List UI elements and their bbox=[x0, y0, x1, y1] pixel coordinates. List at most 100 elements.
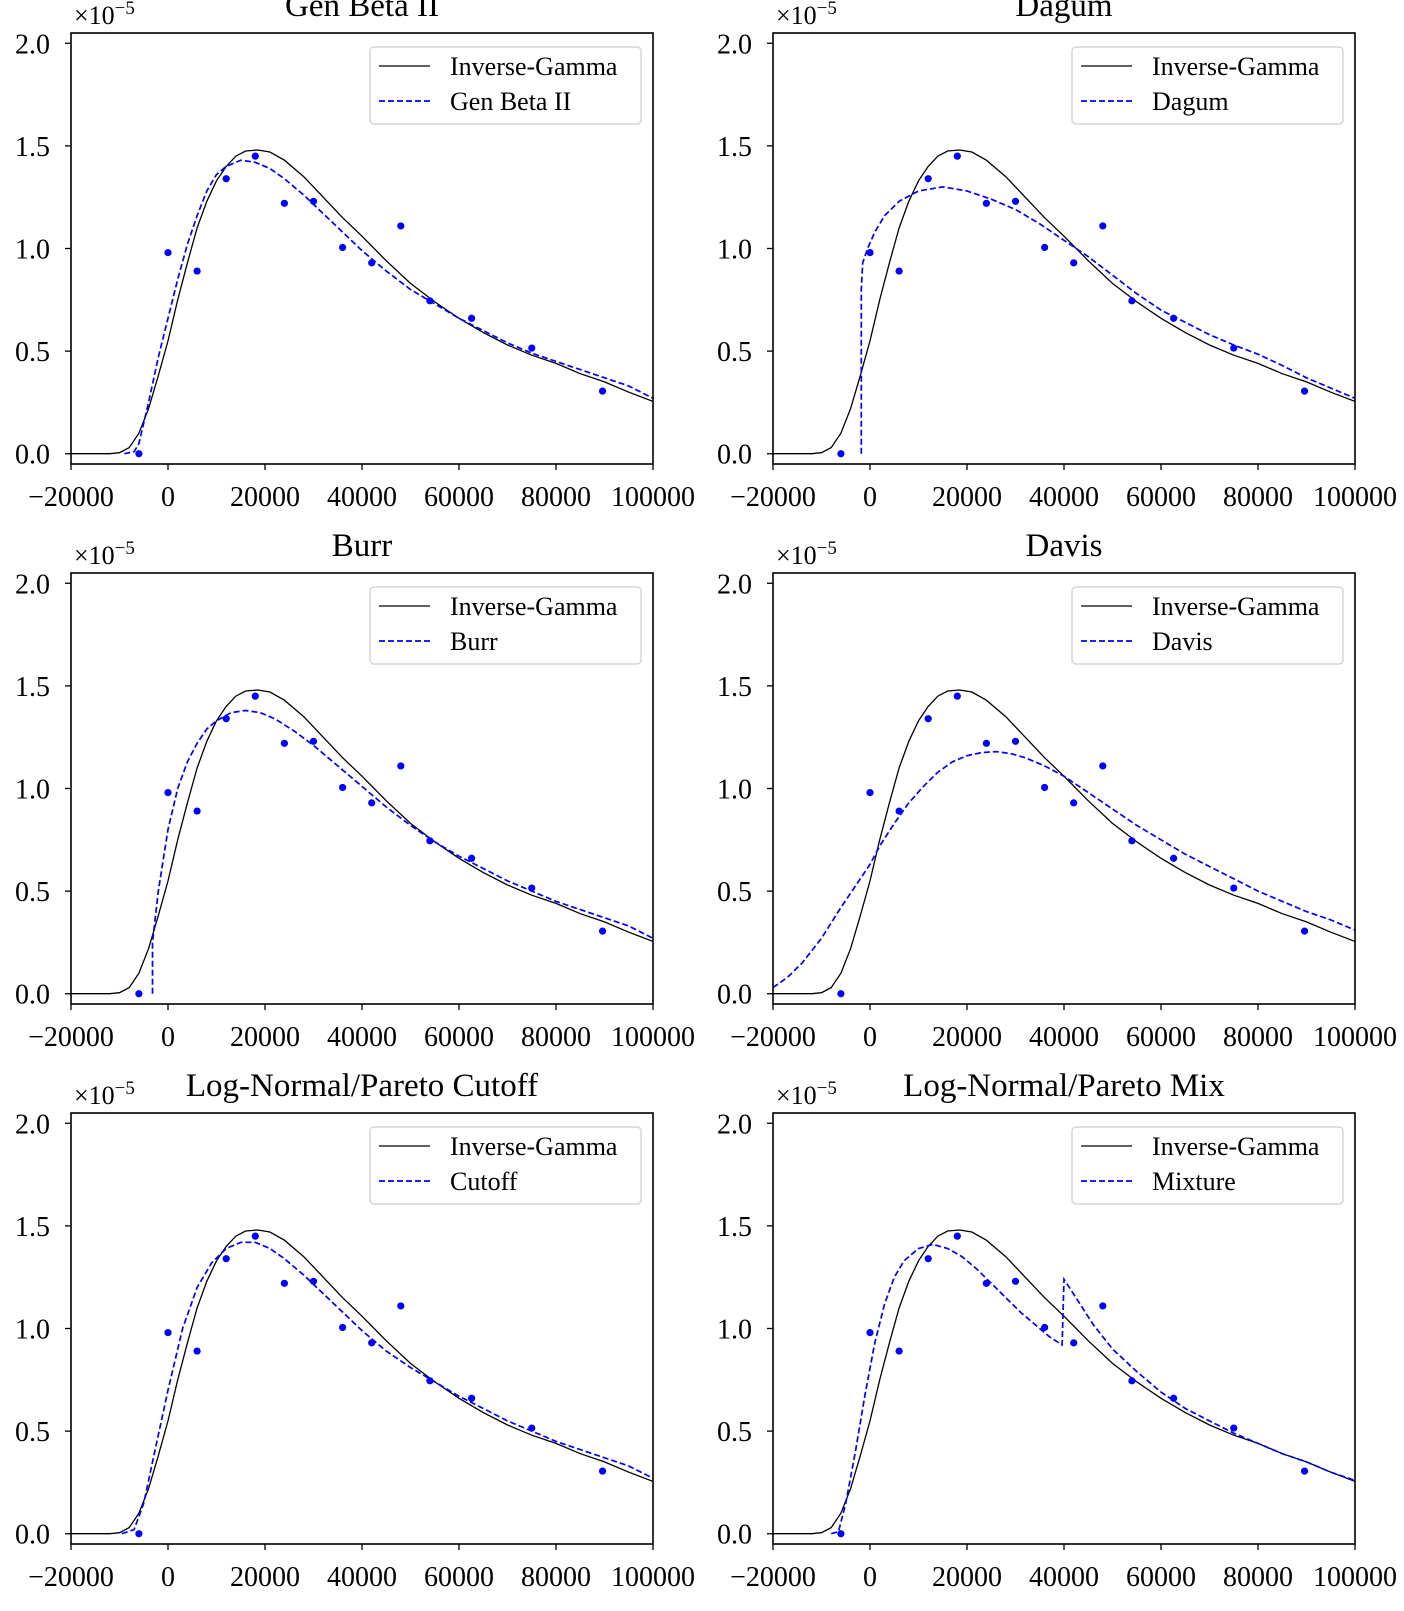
legend-label: Mixture bbox=[1152, 1167, 1236, 1196]
data-point bbox=[164, 249, 172, 257]
data-point bbox=[1041, 783, 1049, 792]
y-tick-label: 0.0 bbox=[15, 440, 50, 471]
subplot-title: Gen Beta II bbox=[285, 0, 439, 24]
inverse-gamma-line bbox=[773, 149, 1355, 455]
subplot-title: Davis bbox=[1026, 528, 1103, 564]
subplot-5: Log-Normal/Pareto Cutoff ×10−5 −20000 0 2000… bbox=[15, 1068, 695, 1593]
y-tick-label: 1.5 bbox=[15, 1212, 50, 1243]
legend: Inverse-Gamma Davis bbox=[1071, 586, 1344, 665]
legend-label: Inverse-Gamma bbox=[1152, 592, 1320, 621]
x-tick-label: 100000 bbox=[1313, 1022, 1397, 1053]
legend: Inverse-Gamma Mixture bbox=[1071, 1126, 1344, 1205]
data-point bbox=[866, 789, 874, 797]
data-point bbox=[1230, 344, 1238, 352]
data-point bbox=[953, 152, 961, 160]
legend-label: Inverse-Gamma bbox=[450, 52, 618, 81]
y-tick-label: 0.5 bbox=[717, 877, 752, 908]
plot-area bbox=[773, 689, 1355, 998]
data-point bbox=[1170, 314, 1178, 322]
data-point bbox=[164, 789, 172, 797]
data-point bbox=[135, 1530, 143, 1538]
data-point bbox=[1011, 737, 1020, 745]
data-point bbox=[528, 884, 536, 892]
data-point bbox=[426, 297, 434, 305]
x-tick-label: 100000 bbox=[611, 482, 695, 513]
legend-box bbox=[1071, 1126, 1344, 1205]
subplot-4: Davis ×10−5 −20000 0 20000 40000 60000 80000 100… bbox=[717, 528, 1397, 1053]
legend: Inverse-Gamma Gen Beta II bbox=[369, 46, 642, 125]
data-point bbox=[895, 807, 903, 815]
y-tick-label: 1.5 bbox=[15, 672, 50, 703]
data-point bbox=[280, 1279, 288, 1287]
data-point bbox=[368, 1339, 376, 1347]
x-tick-label: 0 bbox=[161, 1022, 175, 1053]
data-point bbox=[251, 1232, 259, 1240]
legend-label: Inverse-Gamma bbox=[1152, 52, 1320, 81]
x-tick-label: 40000 bbox=[1029, 482, 1099, 513]
offset-exponent: −5 bbox=[115, 538, 135, 559]
x-tick-label: 100000 bbox=[611, 1022, 695, 1053]
plot-area bbox=[773, 1229, 1355, 1538]
data-point bbox=[193, 267, 201, 275]
data-point bbox=[468, 314, 476, 322]
y-tick-label: 1.0 bbox=[717, 235, 752, 266]
data-point bbox=[1099, 1302, 1107, 1310]
data-point bbox=[1070, 259, 1078, 267]
offset-exponent: −5 bbox=[115, 1078, 135, 1099]
x-tick-label: 100000 bbox=[611, 1562, 695, 1593]
data-point bbox=[222, 175, 230, 183]
y-scale-offset: ×10−5 bbox=[74, 1078, 135, 1110]
offset-exponent: −5 bbox=[817, 0, 837, 19]
inverse-gamma-line bbox=[773, 1229, 1355, 1535]
data-point bbox=[598, 1467, 607, 1475]
plot-area bbox=[71, 689, 653, 998]
legend-box bbox=[369, 1126, 642, 1205]
fit-line bbox=[121, 1241, 653, 1535]
y-tick-label: 2.0 bbox=[717, 569, 752, 600]
data-point bbox=[1011, 197, 1020, 205]
x-tick-label: 60000 bbox=[1126, 1562, 1196, 1593]
data-point bbox=[924, 1255, 932, 1263]
data-point bbox=[251, 152, 259, 160]
axes-frame bbox=[772, 1112, 1356, 1545]
offset-base: ×10 bbox=[776, 1081, 817, 1110]
data-point bbox=[397, 762, 405, 770]
x-tick-label: 20000 bbox=[230, 482, 300, 513]
y-tick-label: 2.0 bbox=[15, 29, 50, 60]
x-tick-label: 80000 bbox=[521, 1022, 591, 1053]
y-tick-label: 1.5 bbox=[717, 132, 752, 163]
y-tick-label: 2.0 bbox=[15, 1109, 50, 1140]
data-point bbox=[1041, 1323, 1049, 1332]
x-tick-label: 20000 bbox=[230, 1562, 300, 1593]
data-point bbox=[866, 1329, 874, 1337]
data-point bbox=[1099, 222, 1107, 230]
axes-frame bbox=[772, 572, 1356, 1005]
x-tick-label: 60000 bbox=[424, 482, 494, 513]
data-point bbox=[837, 990, 845, 998]
y-tick-label: 0.5 bbox=[15, 877, 50, 908]
x-tick-label: 0 bbox=[863, 1562, 877, 1593]
x-tick-label: 20000 bbox=[230, 1022, 300, 1053]
inverse-gamma-line bbox=[71, 689, 653, 995]
axes-frame bbox=[70, 572, 654, 1005]
legend-label: Inverse-Gamma bbox=[1152, 1132, 1320, 1161]
x-tick-label: −20000 bbox=[28, 1022, 114, 1053]
y-tick-label: 1.5 bbox=[717, 672, 752, 703]
legend: Inverse-Gamma Cutoff bbox=[369, 1126, 642, 1205]
x-tick-label: 0 bbox=[161, 482, 175, 513]
data-point bbox=[426, 1377, 434, 1385]
x-tick-label: 20000 bbox=[932, 482, 1002, 513]
legend-box bbox=[369, 586, 642, 665]
x-tick-label: 100000 bbox=[1313, 1562, 1397, 1593]
data-point bbox=[1128, 1377, 1136, 1385]
data-point bbox=[598, 387, 607, 395]
data-point bbox=[1300, 927, 1309, 935]
data-point bbox=[339, 243, 347, 252]
x-tick-label: 40000 bbox=[327, 1562, 397, 1593]
x-tick-label: 80000 bbox=[1223, 482, 1293, 513]
x-tick-label: 40000 bbox=[327, 482, 397, 513]
y-tick-label: 1.0 bbox=[15, 775, 50, 806]
y-tick-label: 0.0 bbox=[717, 440, 752, 471]
y-tick-label: 0.5 bbox=[15, 1417, 50, 1448]
